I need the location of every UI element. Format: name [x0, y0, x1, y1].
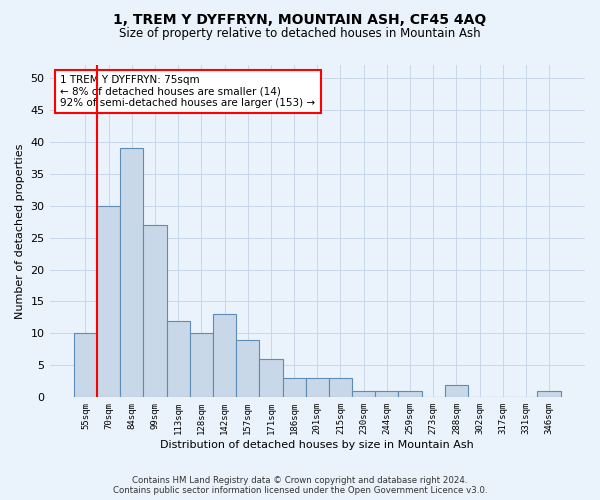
- Bar: [167, 320, 190, 398]
- Bar: [74, 334, 97, 398]
- Bar: [538, 391, 560, 398]
- Text: 1 TREM Y DYFFRYN: 75sqm
← 8% of detached houses are smaller (14)
92% of semi-det: 1 TREM Y DYFFRYN: 75sqm ← 8% of detached…: [60, 75, 316, 108]
- Bar: [259, 359, 283, 398]
- Bar: [329, 378, 352, 398]
- Bar: [213, 314, 236, 398]
- Bar: [236, 340, 259, 398]
- Bar: [283, 378, 305, 398]
- Bar: [143, 225, 167, 398]
- Bar: [352, 391, 375, 398]
- Bar: [375, 391, 398, 398]
- Bar: [120, 148, 143, 398]
- Bar: [97, 206, 120, 398]
- Bar: [305, 378, 329, 398]
- Text: 1, TREM Y DYFFRYN, MOUNTAIN ASH, CF45 4AQ: 1, TREM Y DYFFRYN, MOUNTAIN ASH, CF45 4A…: [113, 12, 487, 26]
- Y-axis label: Number of detached properties: Number of detached properties: [15, 144, 25, 319]
- Text: Size of property relative to detached houses in Mountain Ash: Size of property relative to detached ho…: [119, 28, 481, 40]
- Text: Contains HM Land Registry data © Crown copyright and database right 2024.
Contai: Contains HM Land Registry data © Crown c…: [113, 476, 487, 495]
- Bar: [398, 391, 422, 398]
- X-axis label: Distribution of detached houses by size in Mountain Ash: Distribution of detached houses by size …: [160, 440, 474, 450]
- Bar: [190, 334, 213, 398]
- Bar: [445, 384, 468, 398]
